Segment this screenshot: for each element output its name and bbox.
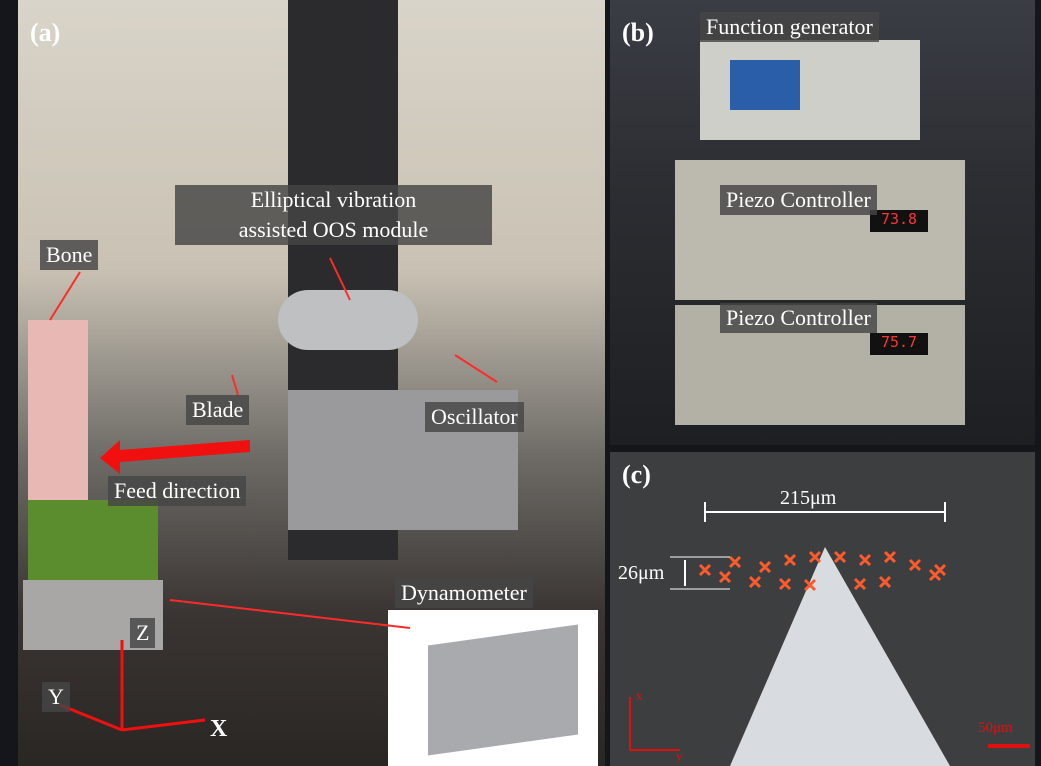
- axis-label: X: [210, 716, 227, 743]
- annotation: Blade: [186, 395, 249, 425]
- feed-arrow: [100, 440, 250, 474]
- axes: [60, 640, 205, 730]
- annotation: Dynamometer: [395, 578, 533, 608]
- figure: 73.8 75.7 215μm 26μm 50μm x y (a) Bone E…: [0, 0, 1041, 766]
- arrows: [0, 0, 1041, 766]
- annotation: Piezo Controller: [720, 303, 877, 333]
- axis-label: Y: [42, 682, 70, 712]
- annotation-line: assisted OOS module: [181, 215, 486, 245]
- annotation-line: Elliptical vibration: [181, 185, 486, 215]
- panel-label: (a): [30, 18, 60, 48]
- annotation: Bone: [40, 240, 98, 270]
- annotation: Piezo Controller: [720, 185, 877, 215]
- annotation: Oscillator: [425, 402, 524, 432]
- axis-label: Z: [130, 618, 155, 648]
- panel-label: (b): [622, 18, 654, 48]
- annotation: Feed direction: [108, 476, 246, 506]
- annotation: Function generator: [700, 12, 879, 42]
- panel-label: (c): [622, 460, 651, 490]
